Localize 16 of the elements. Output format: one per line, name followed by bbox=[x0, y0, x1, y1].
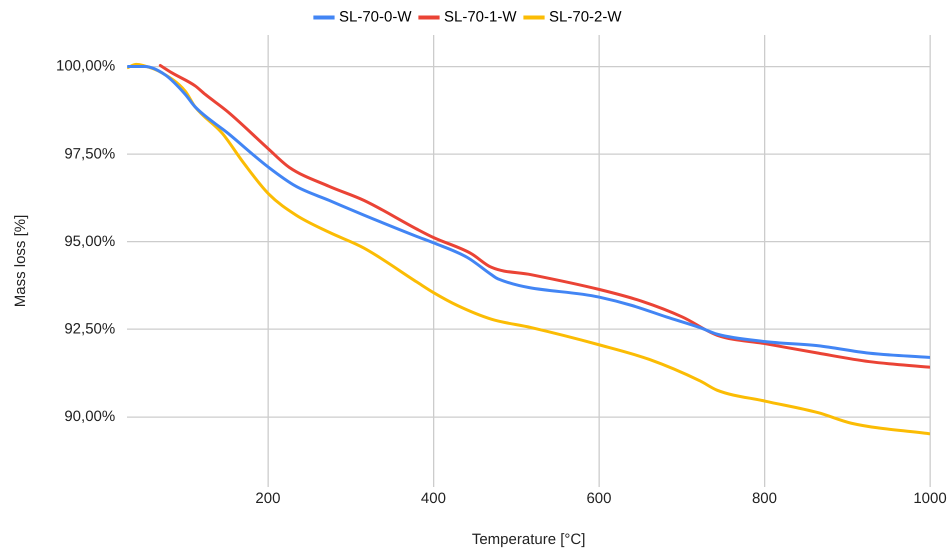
y-tick-label: 100,00% bbox=[56, 58, 116, 75]
y-tick-label: 95,00% bbox=[64, 232, 116, 250]
x-axis-title: Temperature [°C] bbox=[472, 531, 586, 548]
legend-label: SL-70-2-W bbox=[549, 8, 622, 26]
x-tick-label: 400 bbox=[420, 490, 446, 508]
y-axis-title: Mass loss [%] bbox=[12, 214, 30, 308]
x-tick-label: 600 bbox=[586, 490, 612, 508]
line-series bbox=[127, 62, 930, 436]
x-tick-label: 800 bbox=[752, 490, 777, 508]
x-tick-label: 1000 bbox=[913, 490, 947, 508]
x-tick-label: 200 bbox=[255, 490, 280, 508]
y-tick-label: 92,50% bbox=[64, 320, 116, 338]
y-tick-label: 90,00% bbox=[64, 408, 116, 426]
legend-label: SL-70-1-W bbox=[444, 8, 518, 26]
y-tick-label: 97,50% bbox=[64, 145, 116, 162]
legend-label: SL-70-0-W bbox=[338, 8, 412, 26]
